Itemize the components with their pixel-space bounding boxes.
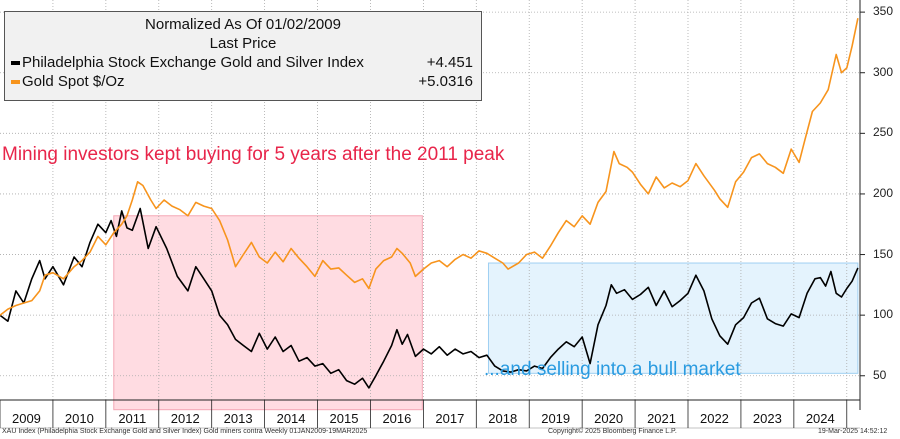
x-tick-label-2010: 2010 [64, 411, 94, 426]
x-tick-label-2017: 2017 [435, 411, 465, 426]
x-tick-label-2011: 2011 [118, 411, 147, 426]
series-line-xau [0, 207, 859, 389]
x-tick-label-2009: 2009 [11, 411, 41, 426]
x-tick-label-2019: 2019 [541, 411, 571, 426]
x-tick-label-2014: 2014 [276, 411, 306, 426]
x-tick-label-2012: 2012 [170, 411, 200, 426]
y-tick-label-150: 150 [873, 246, 894, 261]
x-tick-label-2021: 2021 [647, 411, 676, 426]
legend-entry-gold: Gold Spot $/Oz +5.0316 [5, 72, 481, 91]
legend-title: Normalized As Of 01/02/2009 [145, 16, 341, 33]
x-tick-label-2024: 2024 [805, 411, 835, 426]
legend-box: Normalized As Of 01/02/2009 Last Price P… [4, 11, 482, 101]
y-tick-label-300: 300 [873, 64, 894, 79]
legend-subtitle: Last Price [209, 35, 277, 52]
annotation-selling-bull: ...and selling into a bull market [484, 359, 741, 380]
x-tick-label-2022: 2022 [699, 411, 729, 426]
footer-copyright: Copyright© 2025 Bloomberg Finance L.P. [548, 428, 677, 435]
legend-entry-xau: Philadelphia Stock Exchange Gold and Sil… [5, 53, 481, 72]
legend-label-xau: Philadelphia Stock Exchange Gold and Sil… [22, 54, 364, 71]
x-tick-label-2015: 2015 [329, 411, 359, 426]
highlight-box-pink [113, 215, 423, 411]
legend-swatch-orange [11, 80, 20, 85]
y-tick-label-250: 250 [873, 125, 894, 140]
highlight-box-blue [487, 262, 859, 374]
y-tick-label-350: 350 [873, 4, 894, 19]
series-line-gold [0, 18, 859, 316]
x-tick-label-2016: 2016 [382, 411, 412, 426]
x-tick-label-2013: 2013 [223, 411, 253, 426]
footer-source: XAU Index (Philadelphia Stock Exchange G… [2, 428, 368, 435]
y-tick-label-50: 50 [873, 367, 887, 382]
footer-timestamp: 19-Mar-2025 14:52:12 [818, 428, 888, 435]
y-tick-label-200: 200 [873, 185, 894, 200]
annotation-mining-investors: Mining investors kept buying for 5 years… [2, 144, 505, 165]
legend-value-gold: +5.0316 [418, 73, 473, 90]
legend-label-gold: Gold Spot $/Oz [22, 73, 125, 90]
x-tick-label-2020: 2020 [594, 411, 624, 426]
legend-swatch-black [11, 61, 20, 66]
y-tick-label-100: 100 [873, 307, 894, 322]
x-tick-label-2023: 2023 [752, 411, 782, 426]
legend-value-xau: +4.451 [426, 54, 473, 71]
x-tick-label-2018: 2018 [488, 411, 518, 426]
